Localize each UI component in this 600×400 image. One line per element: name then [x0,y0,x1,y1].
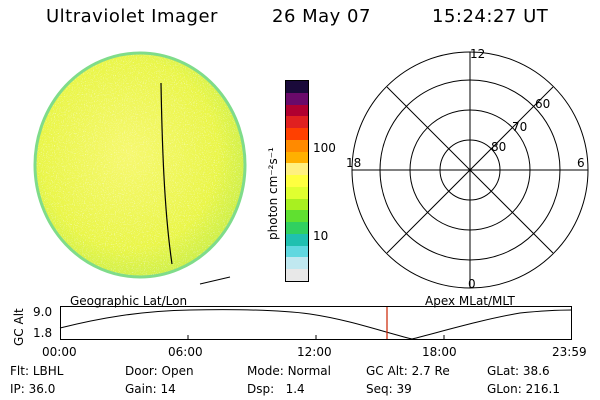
x-tick-2359: 23:59 [552,345,587,359]
glon-value: 216.1 [525,382,560,396]
colorbar-swatch [286,245,308,258]
colorbar-swatch [286,81,308,93]
seq-label: Seq: [366,382,393,396]
colorbar [285,80,309,282]
door-value: Open [161,364,194,378]
x-tick-1200: 12:00 [297,345,332,359]
mlat-label-80: 80 [491,140,507,154]
altitude-plot [59,306,573,340]
gcalt-value: 2.7 Re [411,364,450,378]
glat-field: GLat: 38.6 [487,364,550,378]
instrument-title: Ultraviolet Imager [46,6,218,27]
x-tick-0600: 06:00 [168,345,203,359]
terminator-line [160,82,173,265]
gain-field: Gain: 14 [125,382,176,396]
mlt-label-6: 6 [577,156,585,170]
colorbar-swatch [286,151,308,164]
mode-value: Normal [287,364,331,378]
colorbar-swatch [286,163,308,176]
colorbar-swatch [286,222,308,234]
x-tick-1800: 18:00 [422,345,457,359]
altitude-ylabel: GC Alt [12,308,26,346]
gcalt-label: GC Alt: [366,364,408,378]
mlat-label-70: 70 [512,120,528,134]
mode-field: Mode: Normal [247,364,331,378]
ip-value: 36.0 [28,382,56,396]
door-label: Door: [125,364,158,378]
seq-field: Seq: 39 [366,382,412,396]
glat-value: 38.6 [522,364,550,378]
altitude-curve [59,309,573,340]
gain-value: 14 [160,382,176,396]
colorbar-swatch [286,210,308,223]
ip-field: IP: 36.0 [10,382,55,396]
door-field: Door: Open [125,364,194,378]
mlt-label-12: 12 [470,47,486,61]
seq-value: 39 [396,382,412,396]
earth-disk-image [33,51,247,285]
earth-limb [33,51,247,279]
colorbar-swatch [286,233,308,246]
mode-label: Mode: [247,364,284,378]
earth-disk [35,53,245,277]
date-label: 26 May 07 [272,6,371,27]
altitude-ymax: 9.0 [33,305,53,319]
altitude-ymin: 1.8 [33,326,53,340]
colorbar-tick-10: 10 [313,229,329,243]
altitude-plot-frame [60,306,572,340]
flt-field: Flt: LBHL [10,364,63,378]
colorbar-swatch [286,269,308,282]
colorbar-swatch [286,116,308,129]
earth-disk-label: Geographic Lat/Lon [70,294,188,308]
glon-field: GLon: 216.1 [487,382,560,396]
colorbar-swatch [286,186,308,199]
colorbar-unit-label: photon cm⁻²s⁻¹ [266,147,280,240]
mlt-label-18: 18 [346,156,362,170]
dsp-value: 1.4 [285,382,305,396]
mlt-label-0: 0 [468,277,476,291]
gain-label: Gain: [125,382,157,396]
orbit-segment [199,276,231,285]
dsp-label: Dsp: [247,382,275,396]
colorbar-swatch [286,198,308,211]
glat-label: GLat: [487,364,520,378]
colorbar-swatch [286,139,308,152]
colorbar-swatch [286,175,308,187]
ip-label: IP: [10,382,25,396]
colorbar-swatch [286,104,308,117]
gcalt-field: GC Alt: 2.7 Re [366,364,450,378]
glon-label: GLon: [487,382,522,396]
mlt-diagonal-2 [386,86,554,254]
flt-value: LBHL [32,364,64,378]
dsp-field: Dsp: 1.4 [247,382,305,396]
flt-label: Flt: [10,364,29,378]
colorbar-swatch [286,257,308,270]
x-tick-0000: 00:00 [42,345,77,359]
polar-plot [351,51,589,289]
mlat-label-60: 60 [535,97,551,111]
colorbar-swatch [286,92,308,105]
polar-plot-label: Apex MLat/MLT [425,294,515,308]
time-label: 15:24:27 UT [432,6,549,27]
colorbar-swatch [286,128,308,140]
colorbar-tick-100: 100 [313,141,336,155]
